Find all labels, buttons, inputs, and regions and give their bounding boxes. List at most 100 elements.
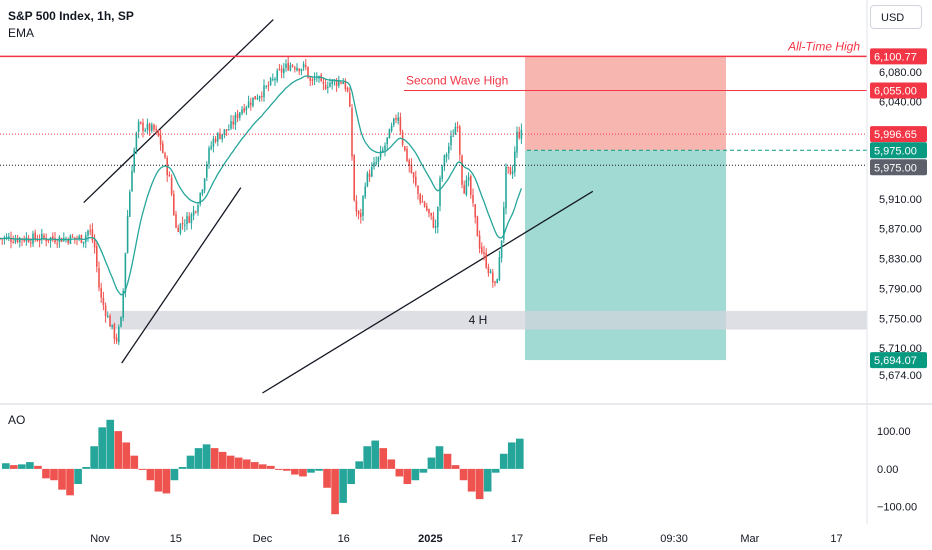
- ao-indicator-label[interactable]: AO: [8, 413, 26, 427]
- candle: [38, 234, 41, 248]
- candle-body: [148, 123, 151, 132]
- candle-body: [47, 240, 50, 242]
- candle-body: [54, 237, 56, 243]
- candle: [351, 103, 353, 161]
- candle-body: [122, 290, 124, 318]
- candle-body: [390, 125, 393, 131]
- candle: [364, 182, 366, 199]
- candle: [210, 141, 212, 151]
- candle-body: [434, 225, 437, 228]
- second-wave-high-tag-text: 6,055.00: [874, 86, 917, 98]
- candle-body: [133, 149, 135, 172]
- candle: [349, 87, 351, 108]
- candle-body: [23, 238, 25, 242]
- ao-bar: [74, 468, 82, 484]
- candle-body: [111, 324, 113, 327]
- candle: [162, 140, 164, 154]
- candle: [10, 231, 12, 249]
- all-time-high-tag: 6,100.77: [870, 48, 927, 65]
- candle-body: [511, 171, 514, 175]
- support-zone-band: [110, 310, 867, 330]
- candle-body: [93, 239, 96, 248]
- candle: [228, 124, 230, 131]
- candle: [432, 211, 435, 229]
- candle: [263, 79, 265, 102]
- candle: [186, 211, 188, 231]
- candle: [223, 129, 226, 139]
- candle-body: [140, 122, 142, 124]
- candle: [126, 209, 129, 254]
- candle: [63, 232, 65, 242]
- candle-body: [461, 155, 463, 185]
- candle: [157, 129, 160, 137]
- ao-bar: [379, 448, 388, 469]
- candle: [188, 212, 190, 224]
- candle: [443, 154, 446, 172]
- candle: [203, 177, 206, 194]
- ao-bars-layer: [2, 419, 524, 515]
- candle: [353, 154, 355, 202]
- levels-layer: All-Time High Second Wave High: [0, 39, 867, 166]
- candle: [344, 78, 347, 92]
- candle-body: [309, 77, 311, 81]
- candle: [518, 126, 520, 140]
- candle: [164, 151, 166, 160]
- ao-bar: [475, 468, 484, 500]
- target-tag-text: 5,694.07: [874, 355, 917, 367]
- chart-title[interactable]: S&P 500 Index, 1h, SP: [8, 9, 134, 23]
- candle-body: [448, 146, 450, 154]
- time-tick-label: Nov: [90, 533, 110, 545]
- candle: [463, 180, 465, 194]
- candle-body: [333, 80, 336, 82]
- candle: [410, 158, 413, 174]
- candle: [221, 134, 223, 143]
- candle: [421, 194, 424, 203]
- ema-indicator-label[interactable]: EMA: [8, 26, 35, 40]
- candle-body: [82, 241, 85, 244]
- ao-bar: [42, 468, 50, 479]
- candle-body: [406, 148, 408, 161]
- ao-bar: [363, 446, 372, 469]
- candle-body: [287, 62, 289, 71]
- candle-body: [441, 166, 443, 179]
- ao-bar: [170, 468, 179, 481]
- candle-body: [399, 117, 402, 132]
- ao-bar: [162, 468, 171, 494]
- candle-body: [481, 247, 483, 253]
- candle-body: [423, 202, 426, 207]
- candle-body: [300, 68, 303, 72]
- candle: [100, 282, 102, 303]
- candle: [234, 112, 237, 130]
- currency-selector[interactable]: USD: [870, 5, 922, 29]
- candle: [368, 169, 371, 182]
- candle: [496, 278, 498, 284]
- candle: [355, 195, 358, 217]
- candle: [219, 128, 221, 140]
- candle: [503, 201, 505, 244]
- candle-body: [346, 87, 349, 92]
- candle: [415, 170, 417, 188]
- candle: [417, 185, 419, 200]
- candle: [287, 56, 289, 72]
- ao-bar: [331, 468, 339, 515]
- candle: [419, 192, 421, 205]
- ao-bar: [395, 468, 404, 477]
- candle: [197, 202, 199, 216]
- zones-layer: 4 H: [110, 56, 867, 361]
- candle-body: [34, 232, 36, 240]
- candle: [399, 112, 402, 136]
- candle: [267, 81, 270, 92]
- candle-body: [520, 129, 523, 139]
- candle-body: [467, 177, 470, 181]
- target-tag-bg: [870, 352, 927, 369]
- candle-body: [56, 243, 58, 245]
- candle-body: [419, 194, 421, 203]
- candle-body: [280, 68, 283, 73]
- price-tick-label: 5,750.00: [879, 313, 922, 325]
- candle: [485, 248, 487, 269]
- candle-body: [120, 316, 122, 327]
- candle-body: [388, 129, 391, 139]
- candle-body: [355, 200, 358, 212]
- candle-body: [107, 315, 109, 318]
